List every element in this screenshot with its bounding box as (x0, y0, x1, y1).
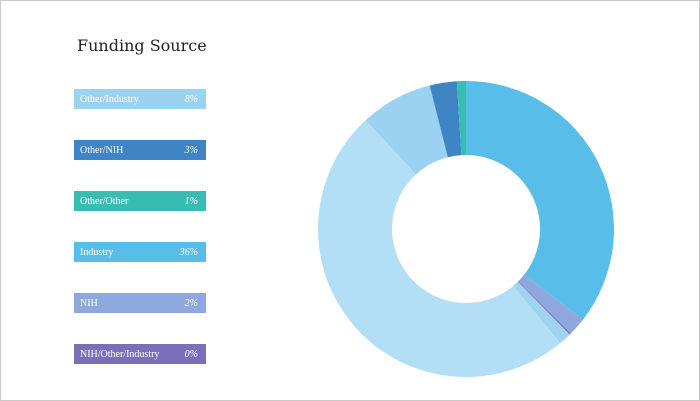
donut-slice-nih (518, 274, 583, 334)
legend: Other/Industry 8% Other/NIH 3% Other/Oth… (74, 89, 206, 395)
legend-item-nih-other-industry: NIH/Other/Industry 0% (74, 344, 206, 364)
legend-label: Other/NIH (80, 144, 124, 156)
legend-percent: 0% (184, 348, 198, 360)
legend-item-nih: NIH 2% (74, 293, 206, 313)
legend-percent: 1% (184, 195, 198, 207)
legend-percent: 8% (184, 93, 198, 105)
donut-slice-nih-other-industry (517, 281, 571, 335)
legend-percent: 36% (179, 246, 198, 258)
legend-item-other-industry: Other/Industry 8% (74, 89, 206, 109)
legend-percent: 2% (184, 297, 198, 309)
legend-percent: 3% (184, 144, 198, 156)
donut-slice-other-other (456, 81, 466, 156)
donut-chart (317, 81, 614, 378)
donut-slice-unlabeled-4 (317, 120, 561, 378)
chart-title: Funding Source (77, 36, 207, 55)
legend-item-other-nih: Other/NIH 3% (74, 140, 206, 160)
legend-label: Other/Industry (80, 93, 139, 105)
legend-label: NIH (80, 297, 98, 309)
donut-slice-industry (466, 81, 614, 320)
legend-item-other-other: Other/Other 1% (74, 191, 206, 211)
donut-slice-other-nih (429, 81, 462, 158)
legend-label: NIH/Other/Industry (80, 348, 160, 360)
legend-label: Other/Other (80, 195, 129, 207)
donut-slice-other-industry (365, 85, 448, 175)
legend-label: Industry (80, 246, 114, 258)
legend-item-industry: Industry 36% (74, 242, 206, 262)
donut-slice-unlabeled-3 (513, 281, 570, 344)
